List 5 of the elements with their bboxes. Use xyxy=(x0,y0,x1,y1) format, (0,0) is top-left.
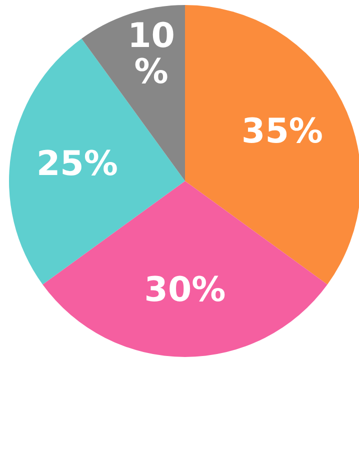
data-label: 25% xyxy=(36,144,118,184)
data-label: 30% xyxy=(144,270,226,310)
pie-slice xyxy=(42,181,328,357)
data-label: 35% xyxy=(242,111,323,152)
data-label: 10 % xyxy=(128,16,175,92)
